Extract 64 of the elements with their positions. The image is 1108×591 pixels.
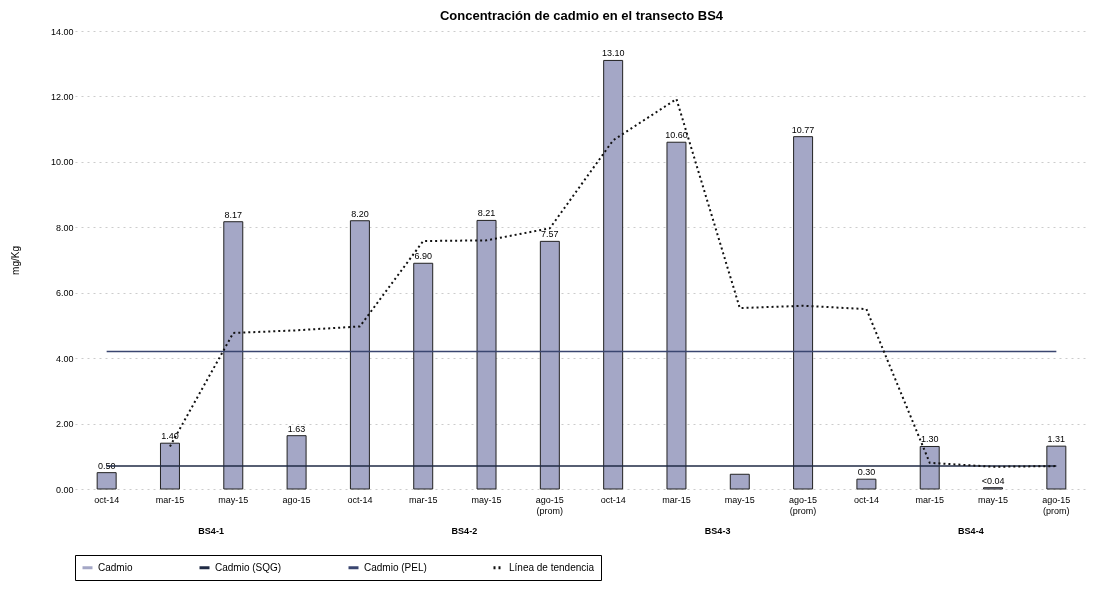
x-tick-label: ago-15 (prom): [789, 494, 818, 516]
bar: [856, 478, 877, 490]
x-tick-label: oct-14: [94, 494, 120, 505]
x-tick-label: may-15: [471, 494, 502, 505]
data-label: 8.17: [224, 209, 243, 220]
bar: [413, 262, 434, 490]
data-label: 0.30: [857, 467, 876, 478]
text: BS4-1: [198, 526, 224, 536]
data-label: 13.10: [601, 48, 625, 59]
data-label: 1.31: [1047, 434, 1066, 445]
data-label: 7.57: [541, 229, 559, 240]
data-label: 10.60: [665, 130, 688, 141]
x-tick-label: mar-15: [662, 494, 691, 505]
text: BS4-2: [451, 526, 478, 536]
y-tick-label: 2.00: [55, 419, 74, 430]
bar: [666, 141, 687, 490]
chart-title: Concentración de cadmio en el transecto BS4: [439, 8, 724, 23]
x-tick-label: may-15: [218, 494, 249, 505]
text: BS4-4: [958, 526, 984, 536]
legend-label: Cadmio (SQG): [215, 561, 282, 573]
bar: [919, 445, 940, 490]
x-tick-label: mar-15: [155, 494, 185, 505]
y-tick-label: 14.00: [50, 26, 74, 37]
bar: [793, 136, 814, 490]
y-tick-label: 4.00: [55, 353, 74, 364]
y-tick-label: 8.00: [55, 222, 74, 233]
x-tick-label: ago-15 (prom): [535, 494, 564, 516]
bar: [476, 219, 497, 490]
text: BS4-3: [704, 526, 731, 536]
data-label: 1.63: [287, 423, 306, 434]
x-tick-label: ago-15: [282, 494, 311, 505]
x-tick-label: oct-14: [347, 494, 373, 505]
data-label: 0.50: [97, 460, 116, 471]
x-tick-label: mar-15: [915, 494, 944, 505]
bar: [286, 435, 307, 490]
bar: [349, 220, 370, 490]
bar: [603, 59, 624, 490]
data-label: 8.20: [351, 208, 369, 219]
x-tick-label: may-15: [724, 494, 755, 505]
y-tick-label: 10.00: [50, 157, 74, 168]
data-label: <0.04: [981, 475, 1005, 486]
bar: [729, 473, 750, 490]
bar: [223, 221, 244, 490]
x-tick-label: ago-15 (prom): [1042, 494, 1071, 516]
x-tick-label: may-15: [978, 494, 1009, 505]
bar: [1046, 445, 1067, 490]
data-label: 1.40: [161, 431, 179, 442]
data-label: 10.77: [791, 124, 815, 135]
y-tick-label: 6.00: [55, 288, 74, 299]
legend-label: Línea de tendencia: [509, 561, 595, 573]
bar: [96, 472, 117, 490]
y-tick-label: 0.00: [55, 484, 74, 495]
y-axis-title: mg/Kg: [9, 246, 21, 275]
x-tick-label: mar-15: [408, 494, 438, 505]
x-tick-label: oct-14: [600, 494, 626, 505]
bar: [539, 240, 560, 490]
x-tick-label: oct-14: [853, 494, 879, 505]
legend-label: Cadmio (PEL): [364, 561, 427, 573]
data-label: 6.90: [414, 251, 432, 262]
y-tick-label: 12.00: [50, 91, 74, 102]
legend-label: Cadmio: [98, 561, 133, 573]
bar: [159, 442, 180, 490]
data-label: 8.21: [477, 208, 496, 219]
data-label: 1.30: [920, 434, 939, 445]
